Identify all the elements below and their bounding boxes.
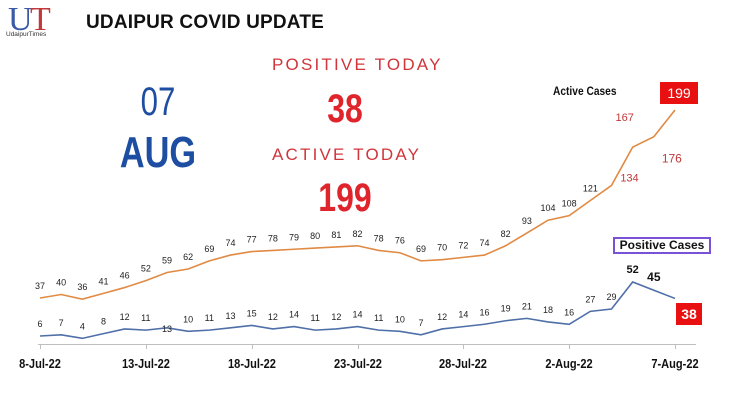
point-label: 11 bbox=[310, 313, 319, 323]
logo-letter-t: T bbox=[30, 1, 51, 38]
point-label: 46 bbox=[120, 271, 130, 281]
point-label: 167 bbox=[615, 112, 633, 124]
positive-today-label: POSITIVE TODAY bbox=[272, 55, 443, 74]
point-label: 13 bbox=[225, 311, 235, 321]
active-cases-line bbox=[39, 109, 676, 300]
x-tick bbox=[569, 344, 571, 349]
point-label: 121 bbox=[583, 184, 598, 194]
point-label: 82 bbox=[501, 229, 511, 239]
point-label: 16 bbox=[479, 307, 489, 317]
point-label: 4 bbox=[80, 321, 85, 331]
point-label: 69 bbox=[416, 244, 426, 254]
point-label: 62 bbox=[183, 252, 193, 262]
point-label: 10 bbox=[395, 314, 405, 324]
page-title: UDAIPUR COVID UPDATE bbox=[86, 12, 324, 33]
positive-cases-line bbox=[39, 281, 676, 340]
point-label: 11 bbox=[374, 313, 383, 323]
point-label: 13 bbox=[162, 324, 172, 334]
point-label: 134 bbox=[620, 172, 638, 184]
point-label: 6 bbox=[37, 319, 42, 329]
point-label: 81 bbox=[331, 230, 341, 240]
point-label: 11 bbox=[141, 313, 150, 323]
point-label: 78 bbox=[374, 233, 384, 243]
point-label: 15 bbox=[247, 308, 257, 318]
x-axis bbox=[38, 344, 696, 345]
point-label: 72 bbox=[458, 240, 468, 250]
point-label: 52 bbox=[627, 264, 639, 276]
point-label: 70 bbox=[437, 243, 447, 253]
legend-active-cases: Active Cases bbox=[553, 84, 617, 98]
point-label: 74 bbox=[479, 238, 489, 248]
logo-text: UdaipurTimes bbox=[6, 31, 47, 38]
point-label: 104 bbox=[540, 203, 555, 213]
x-tick-label: 8-Jul-22 bbox=[19, 356, 61, 371]
date-month: AUG bbox=[119, 128, 197, 177]
point-label: 176 bbox=[662, 152, 682, 166]
point-label: 14 bbox=[289, 310, 299, 320]
point-label: 82 bbox=[352, 229, 362, 239]
point-label: 93 bbox=[522, 216, 532, 226]
legend-positive-cases: Positive Cases bbox=[613, 237, 711, 254]
point-label: 76 bbox=[395, 236, 405, 246]
active-point-labels: 37 40 36 41 46 52 59 62 69 74 77 78 79 80 81 82 78 76 69 70… bbox=[35, 112, 682, 292]
point-label: 10 bbox=[183, 314, 193, 324]
active-last-badge: 199 bbox=[660, 82, 698, 104]
point-label: 29 bbox=[606, 292, 616, 302]
x-tick bbox=[251, 344, 253, 349]
x-tick-label: 13-Jul-22 bbox=[121, 356, 170, 371]
point-label: 74 bbox=[225, 238, 235, 248]
point-label: 12 bbox=[331, 312, 341, 322]
point-label: 8 bbox=[101, 317, 106, 327]
positive-today-value: 38 bbox=[327, 87, 363, 131]
point-label: 18 bbox=[543, 305, 553, 315]
x-tick-label: 18-Jul-22 bbox=[227, 356, 276, 371]
x-tick bbox=[145, 344, 147, 349]
point-label: 12 bbox=[437, 312, 447, 322]
point-label: 14 bbox=[352, 310, 362, 320]
date-day: 07 bbox=[140, 80, 176, 124]
x-tick bbox=[675, 344, 676, 349]
positive-last-badge: 38 bbox=[676, 303, 702, 325]
positive-point-labels: 6 7 4 8 12 11 13 10 11 13 15 12 14 11 12 14 11 10 7 12 14 16 1… bbox=[37, 264, 660, 334]
x-tick bbox=[40, 344, 41, 349]
point-label: 40 bbox=[56, 278, 66, 288]
point-label: 41 bbox=[98, 276, 108, 286]
x-tick bbox=[357, 344, 359, 349]
x-tick bbox=[463, 344, 465, 349]
point-label: 27 bbox=[585, 294, 595, 304]
point-label: 59 bbox=[162, 255, 172, 265]
active-today-value: 199 bbox=[318, 176, 372, 220]
point-label: 69 bbox=[204, 244, 214, 254]
udaipurtimes-logo: U T UdaipurTimes bbox=[4, 1, 56, 43]
point-label: 79 bbox=[289, 232, 299, 242]
point-label: 12 bbox=[120, 312, 130, 322]
point-label: 52 bbox=[141, 264, 151, 274]
point-label: 21 bbox=[522, 301, 532, 311]
point-label: 78 bbox=[268, 233, 278, 243]
point-label: 19 bbox=[501, 304, 511, 314]
x-tick-label: 2-Aug-22 bbox=[545, 356, 593, 371]
point-label: 45 bbox=[647, 270, 661, 284]
point-label: 12 bbox=[268, 312, 278, 322]
point-label: 14 bbox=[458, 310, 468, 320]
active-today-label: ACTIVE TODAY bbox=[272, 145, 422, 164]
point-label: 7 bbox=[418, 318, 423, 328]
x-tick-label: 23-Jul-22 bbox=[333, 356, 382, 371]
point-label: 108 bbox=[562, 199, 577, 209]
x-tick-label: 28-Jul-22 bbox=[439, 356, 488, 371]
point-label: 16 bbox=[564, 307, 574, 317]
x-tick-label: 7-Aug-22 bbox=[651, 356, 699, 371]
point-label: 36 bbox=[77, 282, 87, 292]
logo-letter-u: U bbox=[8, 1, 33, 38]
point-label: 37 bbox=[35, 281, 45, 291]
point-label: 80 bbox=[310, 231, 320, 241]
point-label: 7 bbox=[59, 318, 64, 328]
point-label: 77 bbox=[247, 235, 257, 245]
point-label: 11 bbox=[205, 313, 214, 323]
